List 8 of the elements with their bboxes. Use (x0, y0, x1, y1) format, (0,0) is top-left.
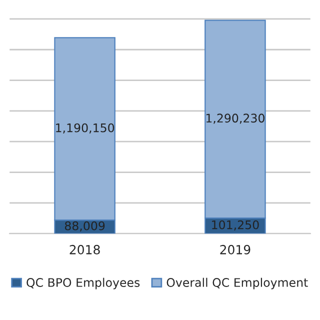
data-label: 88,009 (64, 221, 105, 232)
data-label: 101,250 (212, 220, 259, 230)
data-label: 1,190,150 (56, 123, 114, 134)
legend-label: QC BPO Employees (26, 278, 140, 290)
x-tick-label: 2019 (220, 244, 250, 254)
x-tick-label: 2018 (70, 244, 100, 254)
data-label: 1,290,230 (206, 114, 264, 124)
legend-label: Overall QC Employment (166, 278, 308, 290)
